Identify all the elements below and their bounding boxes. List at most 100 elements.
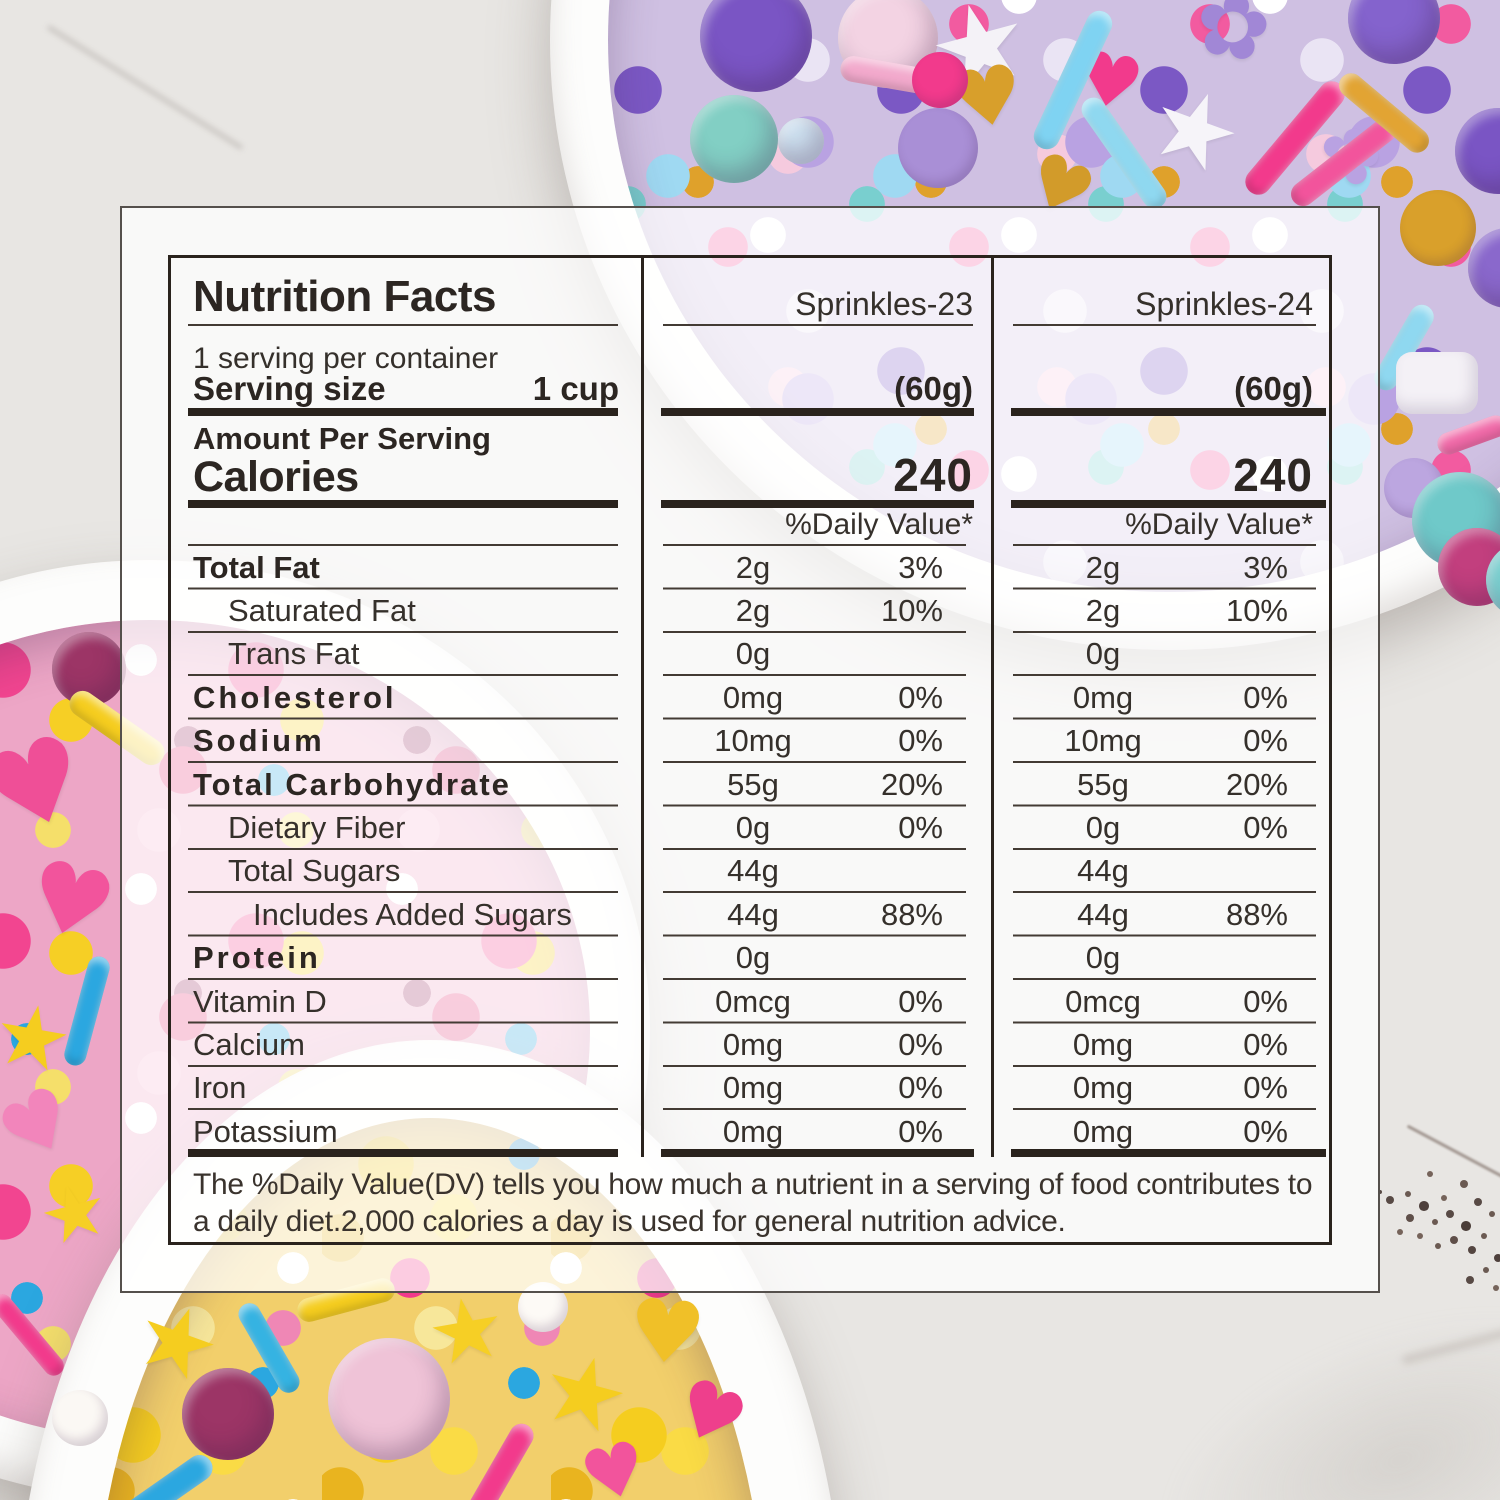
nutrient-row: Iron 0mg 0% 0mg 0%: [171, 1067, 1329, 1110]
nutrient-row: Sodium 10mg 0% 10mg 0%: [171, 720, 1329, 763]
nutrient-name: Vitamin D: [193, 983, 327, 1019]
calories-value-2: 240: [1233, 449, 1313, 501]
nutrient-dv: 0%: [1243, 1070, 1288, 1106]
rule: [663, 324, 973, 326]
product-column-header-2: Sprinkles-24: [1135, 286, 1313, 322]
nutrient-name: Includes Added Sugars: [253, 896, 572, 932]
column-divider: [641, 258, 644, 1157]
nutrient-dv: 88%: [1225, 896, 1288, 932]
nutrient-name: Iron: [193, 1070, 247, 1106]
nutrient-row: Total Fat 2g 3% 2g 3%: [171, 546, 1329, 589]
nutrient-row: Trans Fat 0g 0g: [171, 633, 1329, 676]
nutrient-name: Dietary Fiber: [228, 810, 406, 846]
marble-speck-vein: [1378, 1190, 1382, 1194]
nutrient-row: Total Sugars 44g 44g: [171, 850, 1329, 893]
nutrient-name: Calcium: [193, 1026, 305, 1062]
amount-per-serving-label: Amount Per Serving: [193, 421, 491, 456]
nutrient-dv: 0%: [1243, 1026, 1288, 1062]
nutrient-amount: 44g: [727, 896, 779, 932]
nutrient-amount: 0mg: [1072, 1070, 1134, 1106]
rule: [188, 324, 618, 326]
nutrient-dv: 88%: [880, 896, 943, 932]
thick-rule: [188, 500, 618, 508]
nutrient-amount: 0mcg: [1065, 983, 1141, 1019]
nutrient-name: Total Carbohydrate: [193, 766, 511, 802]
sprinkle: [700, 0, 812, 92]
marble-vein: [46, 24, 244, 151]
nutrient-dv: 0%: [1243, 679, 1288, 715]
nutrient-dv: 0%: [898, 679, 943, 715]
nutrient-dv: 0%: [1243, 983, 1288, 1019]
nutrient-amount: 44g: [1077, 896, 1129, 932]
servings-per-container: 1 serving per container: [193, 342, 499, 375]
nutrient-amount: 0g: [1085, 636, 1121, 672]
nutrient-amount: 0mg: [722, 679, 784, 715]
nutrient-amount: 2g: [1085, 593, 1121, 629]
nutrient-amount: 0g: [735, 940, 771, 976]
rule: [663, 544, 966, 546]
serving-weight-2: (60g): [1234, 370, 1313, 407]
serving-size-value: 1 cup: [532, 370, 619, 407]
nutrient-amount: 0mg: [1072, 1026, 1134, 1062]
nutrient-dv: 3%: [898, 549, 943, 585]
nutrient-name: Trans Fat: [228, 636, 360, 672]
nutrient-dv: 0%: [898, 1113, 943, 1149]
sprinkle: ★: [419, 1275, 514, 1387]
nutrient-name: Total Fat: [193, 549, 320, 585]
nutrient-amount: 0g: [735, 636, 771, 672]
nutrient-amount: 0g: [735, 810, 771, 846]
sprinkle: [52, 1390, 108, 1446]
nutrient-dv: 20%: [1225, 766, 1288, 802]
nutrient-name: Protein: [193, 940, 321, 976]
nutrient-amount: 10mg: [1064, 723, 1142, 759]
nutrient-amount: 0mcg: [715, 983, 791, 1019]
nutrient-amount: 0mg: [722, 1026, 784, 1062]
nutrient-dv: 0%: [1243, 810, 1288, 846]
row-rules: [1013, 546, 1316, 1154]
nutrient-dv: 0%: [898, 1026, 943, 1062]
thick-rule: [188, 1149, 618, 1157]
sprinkle: [778, 118, 824, 164]
nutrient-amount: 0mg: [1072, 1113, 1134, 1149]
nutrient-amount: 0mg: [722, 1070, 784, 1106]
product-column-header-1: Sprinkles-23: [795, 286, 973, 322]
daily-value-header-1: %Daily Value*: [785, 508, 973, 541]
nutrition-facts-table: Nutrition Facts 1 serving per container …: [168, 255, 1332, 1245]
sprinkle: [328, 1338, 450, 1460]
nutrient-dv: 20%: [880, 766, 943, 802]
rule: [1013, 324, 1316, 326]
nutrient-row: Includes Added Sugars 44g 88% 44g 88%: [171, 893, 1329, 936]
label-title: Nutrition Facts: [193, 272, 496, 321]
nutrient-row: Dietary Fiber 0g 0% 0g 0%: [171, 806, 1329, 849]
nutrient-amount: 0mg: [1072, 679, 1134, 715]
nutrient-amount: 44g: [1077, 853, 1129, 889]
nutrient-row: Potassium 0mg 0% 0mg 0%: [171, 1110, 1329, 1153]
rule: [188, 544, 618, 546]
serving-size-label: Serving size: [193, 370, 386, 407]
nutrient-row: Cholesterol 0mg 0% 0mg 0%: [171, 676, 1329, 719]
thick-rule: [661, 1149, 974, 1157]
row-rules: [188, 546, 618, 1154]
nutrient-amount: 55g: [727, 766, 779, 802]
marble-vein: [1406, 1124, 1500, 1203]
nutrient-dv: 10%: [880, 593, 943, 629]
nutrient-amount: 10mg: [714, 723, 792, 759]
sprinkle: [1400, 190, 1476, 266]
nutrient-dv: 0%: [898, 810, 943, 846]
nutrient-row: Total Carbohydrate 55g 20% 55g 20%: [171, 763, 1329, 806]
nutrient-name: Sodium: [193, 723, 325, 759]
nutrient-dv: 3%: [1243, 549, 1288, 585]
nutrient-amount: 0g: [1085, 940, 1121, 976]
thick-rule: [1011, 1149, 1326, 1157]
nutrient-row: Vitamin D 0mcg 0% 0mcg 0%: [171, 980, 1329, 1023]
thick-rule: [188, 408, 618, 416]
calories-value-1: 240: [893, 449, 973, 501]
daily-value-header-2: %Daily Value*: [1125, 508, 1313, 541]
nutrient-name: Potassium: [193, 1113, 338, 1149]
sprinkle: [912, 52, 968, 108]
serving-weight-1: (60g): [894, 370, 973, 407]
nutrient-dv: 0%: [898, 723, 943, 759]
nutrient-amount: 44g: [727, 853, 779, 889]
sprinkle: [898, 108, 978, 188]
